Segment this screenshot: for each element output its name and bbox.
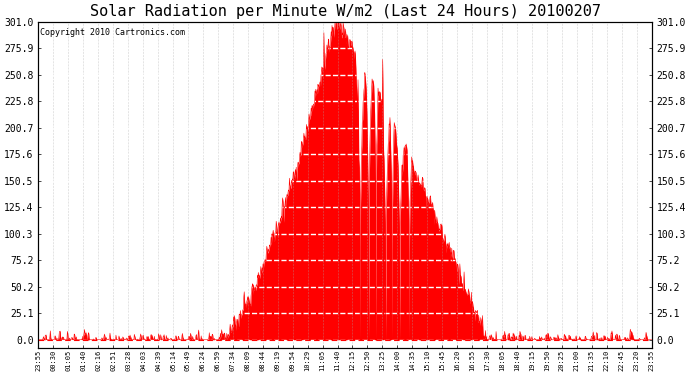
Title: Solar Radiation per Minute W/m2 (Last 24 Hours) 20100207: Solar Radiation per Minute W/m2 (Last 24… xyxy=(90,4,600,19)
Text: Copyright 2010 Cartronics.com: Copyright 2010 Cartronics.com xyxy=(39,28,185,37)
